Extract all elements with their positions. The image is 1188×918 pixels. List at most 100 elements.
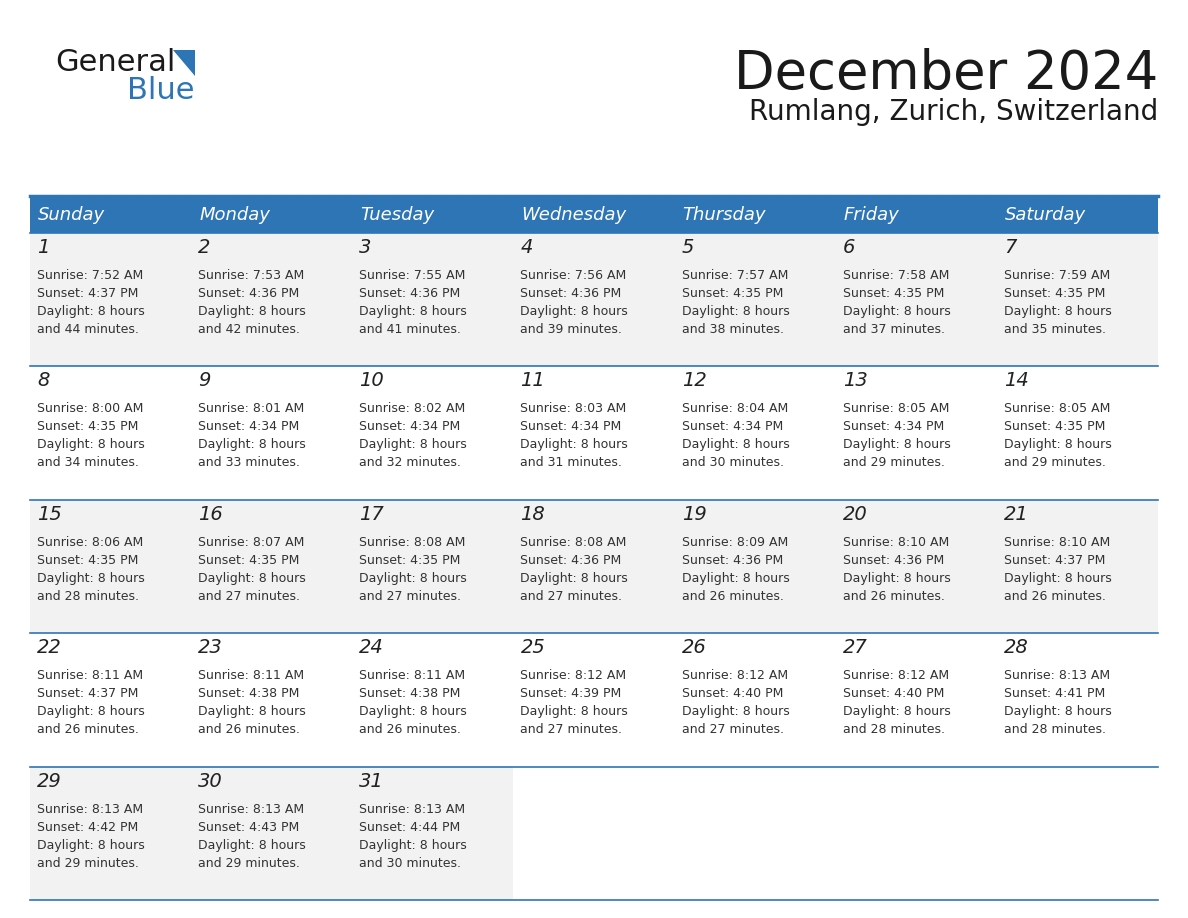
Text: Daylight: 8 hours: Daylight: 8 hours (520, 305, 628, 318)
Text: 13: 13 (842, 372, 867, 390)
Text: Monday: Monday (200, 207, 270, 225)
Text: and 35 minutes.: and 35 minutes. (1004, 323, 1106, 336)
Text: Sunset: 4:40 PM: Sunset: 4:40 PM (682, 688, 783, 700)
Text: Sunset: 4:34 PM: Sunset: 4:34 PM (842, 420, 944, 433)
Text: Daylight: 8 hours: Daylight: 8 hours (198, 305, 305, 318)
Text: and 28 minutes.: and 28 minutes. (37, 589, 139, 603)
Text: and 31 minutes.: and 31 minutes. (520, 456, 623, 469)
Text: Sunset: 4:37 PM: Sunset: 4:37 PM (1004, 554, 1105, 566)
Text: and 27 minutes.: and 27 minutes. (198, 589, 301, 603)
Bar (30, 499, 191, 633)
Text: Sunrise: 8:04 AM: Sunrise: 8:04 AM (682, 402, 788, 416)
Text: Daylight: 8 hours: Daylight: 8 hours (520, 572, 628, 585)
Text: Sunrise: 8:12 AM: Sunrise: 8:12 AM (520, 669, 626, 682)
Text: and 33 minutes.: and 33 minutes. (198, 456, 301, 469)
Text: Sunrise: 7:58 AM: Sunrise: 7:58 AM (842, 269, 949, 282)
Text: Sunrise: 8:11 AM: Sunrise: 8:11 AM (359, 669, 466, 682)
Text: Sunset: 4:36 PM: Sunset: 4:36 PM (198, 287, 299, 300)
Text: Sunrise: 8:11 AM: Sunrise: 8:11 AM (198, 669, 304, 682)
Text: and 30 minutes.: and 30 minutes. (359, 856, 461, 869)
Text: Sunset: 4:35 PM: Sunset: 4:35 PM (1004, 420, 1105, 433)
Text: Daylight: 8 hours: Daylight: 8 hours (359, 705, 467, 718)
Text: Sunset: 4:36 PM: Sunset: 4:36 PM (842, 554, 944, 566)
Text: Sunrise: 8:09 AM: Sunrise: 8:09 AM (682, 536, 788, 549)
Text: and 30 minutes.: and 30 minutes. (682, 456, 784, 469)
Text: Sunset: 4:34 PM: Sunset: 4:34 PM (359, 420, 461, 433)
Text: Sunrise: 8:10 AM: Sunrise: 8:10 AM (842, 536, 949, 549)
Text: Sunrise: 8:12 AM: Sunrise: 8:12 AM (682, 669, 788, 682)
Text: Sunrise: 8:08 AM: Sunrise: 8:08 AM (520, 536, 627, 549)
Text: Daylight: 8 hours: Daylight: 8 hours (1004, 305, 1112, 318)
Bar (513, 366, 675, 499)
Bar (513, 233, 675, 366)
Text: 30: 30 (198, 772, 223, 790)
Text: Blue: Blue (127, 76, 195, 105)
Text: Sunday: Sunday (38, 207, 105, 225)
Bar (835, 366, 997, 499)
Text: Daylight: 8 hours: Daylight: 8 hours (842, 572, 950, 585)
Text: and 37 minutes.: and 37 minutes. (842, 323, 944, 336)
Bar (353, 366, 513, 499)
Text: and 29 minutes.: and 29 minutes. (198, 856, 301, 869)
Bar (30, 767, 191, 900)
Bar (353, 198, 513, 233)
Text: 7: 7 (1004, 238, 1016, 257)
Text: Sunset: 4:37 PM: Sunset: 4:37 PM (37, 287, 138, 300)
Text: Sunrise: 8:05 AM: Sunrise: 8:05 AM (842, 402, 949, 416)
Text: Sunrise: 8:13 AM: Sunrise: 8:13 AM (37, 802, 143, 815)
Text: Sunrise: 7:57 AM: Sunrise: 7:57 AM (682, 269, 788, 282)
Text: and 29 minutes.: and 29 minutes. (842, 456, 944, 469)
Text: 12: 12 (682, 372, 707, 390)
Text: 11: 11 (520, 372, 545, 390)
Text: and 28 minutes.: and 28 minutes. (842, 723, 944, 736)
Text: and 41 minutes.: and 41 minutes. (359, 323, 461, 336)
Bar (353, 233, 513, 366)
Text: Rumlang, Zurich, Switzerland: Rumlang, Zurich, Switzerland (748, 98, 1158, 126)
Text: 16: 16 (198, 505, 223, 524)
Text: and 28 minutes.: and 28 minutes. (1004, 723, 1106, 736)
Bar (997, 499, 1158, 633)
Text: Daylight: 8 hours: Daylight: 8 hours (37, 705, 145, 718)
Bar (675, 198, 835, 233)
Text: Sunrise: 7:56 AM: Sunrise: 7:56 AM (520, 269, 627, 282)
Bar (997, 633, 1158, 767)
Text: Daylight: 8 hours: Daylight: 8 hours (682, 439, 789, 452)
Text: and 29 minutes.: and 29 minutes. (1004, 456, 1106, 469)
Text: Daylight: 8 hours: Daylight: 8 hours (198, 705, 305, 718)
Bar (191, 198, 353, 233)
Text: Sunrise: 8:08 AM: Sunrise: 8:08 AM (359, 536, 466, 549)
Text: Sunrise: 8:13 AM: Sunrise: 8:13 AM (359, 802, 466, 815)
Bar (30, 233, 191, 366)
Bar (30, 633, 191, 767)
Text: and 42 minutes.: and 42 minutes. (198, 323, 301, 336)
Text: 28: 28 (1004, 638, 1029, 657)
Text: Saturday: Saturday (1005, 207, 1086, 225)
Text: Daylight: 8 hours: Daylight: 8 hours (359, 439, 467, 452)
Text: and 27 minutes.: and 27 minutes. (359, 589, 461, 603)
Text: Sunrise: 8:10 AM: Sunrise: 8:10 AM (1004, 536, 1110, 549)
Bar (675, 633, 835, 767)
Bar (835, 499, 997, 633)
Text: 9: 9 (198, 372, 210, 390)
Bar (675, 233, 835, 366)
Text: 1: 1 (37, 238, 50, 257)
Text: Sunset: 4:35 PM: Sunset: 4:35 PM (1004, 287, 1105, 300)
Text: 19: 19 (682, 505, 707, 524)
Text: Sunrise: 8:11 AM: Sunrise: 8:11 AM (37, 669, 143, 682)
Bar (353, 499, 513, 633)
Bar (353, 767, 513, 900)
Text: 20: 20 (842, 505, 867, 524)
Text: Sunset: 4:35 PM: Sunset: 4:35 PM (37, 420, 138, 433)
Text: and 27 minutes.: and 27 minutes. (520, 589, 623, 603)
Text: Sunset: 4:35 PM: Sunset: 4:35 PM (37, 554, 138, 566)
Bar (191, 767, 353, 900)
Text: Wednesday: Wednesday (522, 207, 626, 225)
Text: Sunrise: 7:52 AM: Sunrise: 7:52 AM (37, 269, 144, 282)
Text: 15: 15 (37, 505, 62, 524)
Bar (513, 499, 675, 633)
Text: Daylight: 8 hours: Daylight: 8 hours (37, 305, 145, 318)
Text: Sunrise: 8:02 AM: Sunrise: 8:02 AM (359, 402, 466, 416)
Bar (675, 499, 835, 633)
Text: Sunset: 4:41 PM: Sunset: 4:41 PM (1004, 688, 1105, 700)
Text: Daylight: 8 hours: Daylight: 8 hours (1004, 572, 1112, 585)
